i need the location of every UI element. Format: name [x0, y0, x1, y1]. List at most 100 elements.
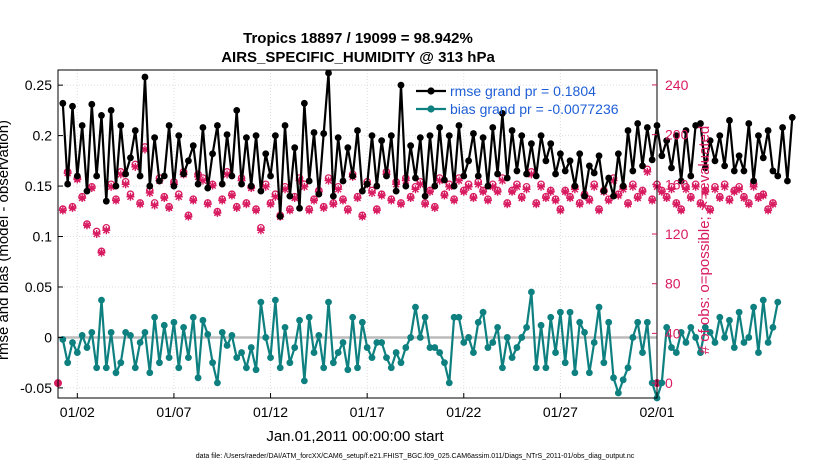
obs-evaluated-stroke: [696, 200, 704, 208]
rmse-point: [610, 192, 617, 200]
obs-evaluated-stroke: [687, 194, 695, 202]
bias-point: [209, 359, 216, 367]
rmse-point: [98, 112, 105, 119]
obs-evaluated-marker: [541, 193, 550, 202]
bias-point: [755, 349, 762, 356]
legend-bias-marker: [427, 105, 435, 113]
obs-evaluated-stroke: [78, 194, 86, 202]
x-tick-label: 01/27: [543, 404, 578, 420]
y-axis-label: rmse and bias (model - observation): [0, 120, 12, 360]
obs-evaluated-marker: [111, 196, 120, 205]
bias-point: [619, 376, 627, 384]
bias-point: [585, 369, 593, 377]
obs-evaluated-marker: [174, 192, 183, 201]
obs-evaluated-stroke: [532, 200, 540, 208]
bias-point: [556, 308, 564, 316]
bias-point: [682, 339, 690, 346]
obs-evaluated-marker: [242, 200, 251, 209]
rmse-point: [470, 130, 477, 137]
bias-point: [368, 354, 376, 362]
obs-evaluated-stroke: [184, 213, 192, 221]
obs-evaluated-marker: [686, 193, 695, 202]
y-tick-label: 0.15: [25, 178, 52, 194]
rmse-point: [407, 142, 415, 150]
bias-point: [199, 316, 207, 324]
bias-point: [373, 339, 381, 346]
bias-point: [455, 313, 463, 321]
obs-evaluated-marker: [469, 193, 478, 202]
legend-rmse-label: rmse grand pr = 0.1804: [450, 83, 596, 99]
rmse-point: [479, 134, 487, 142]
rmse-point: [542, 157, 550, 165]
obs-evaluated-stroke: [585, 196, 593, 204]
rmse-point: [189, 142, 197, 150]
rmse-point: [276, 212, 284, 220]
rmse-point: [180, 170, 187, 178]
rmse-point: [305, 177, 313, 185]
obs-evaluated-stroke: [469, 194, 477, 202]
bias-point: [127, 332, 134, 339]
rmse-point: [252, 132, 260, 140]
obs-evaluated-stroke: [494, 188, 502, 196]
obs-evaluated-marker: [744, 200, 753, 209]
obs-evaluated-stroke: [416, 180, 424, 188]
bias-point: [610, 374, 617, 382]
rmse-point: [146, 182, 154, 190]
rmse-point: [300, 99, 308, 107]
bias-point: [185, 354, 192, 362]
obs-evaluated-marker: [68, 203, 77, 212]
obs-evaluated-stroke: [518, 194, 526, 202]
obs-evaluated-stroke: [711, 185, 719, 193]
obs-evaluated-marker: [595, 206, 604, 215]
bias-point: [102, 364, 110, 372]
obs-evaluated-stroke: [527, 170, 535, 178]
rmse-point: [102, 197, 110, 205]
obs-evaluated-marker: [464, 182, 473, 191]
obs-evaluated-stroke: [189, 196, 197, 204]
obs-evaluated-marker: [706, 206, 715, 215]
bias-point: [358, 318, 366, 326]
bias-point: [571, 369, 579, 377]
obs-evaluated-marker: [764, 206, 773, 215]
obs-evaluated-marker: [213, 208, 222, 217]
obs-evaluated-stroke: [126, 193, 134, 201]
obs-evaluated-marker: [537, 182, 546, 191]
rmse-point: [595, 152, 603, 160]
bias-point: [528, 288, 535, 296]
bias-point: [320, 364, 328, 372]
obs-evaluated-stroke: [122, 180, 130, 188]
x-tick-label: 01/07: [156, 404, 191, 420]
obs-evaluated-marker: [585, 196, 594, 205]
rmse-point: [788, 114, 796, 121]
bias-point: [416, 334, 424, 341]
bias-point: [262, 334, 270, 341]
bias-point: [532, 364, 540, 372]
bias-point: [402, 344, 410, 351]
rmse-point: [513, 167, 521, 175]
rmse-point: [740, 167, 748, 175]
rmse-point: [83, 187, 91, 195]
obs-evaluated-marker: [503, 200, 512, 209]
rmse-point: [93, 172, 101, 180]
bias-point: [344, 366, 352, 374]
bias-point: [663, 323, 671, 331]
obs-evaluated-stroke: [556, 206, 564, 214]
obs-evaluated-marker: [739, 193, 748, 202]
bias-point: [315, 332, 323, 339]
rmse-point: [460, 172, 468, 180]
rmse-point: [445, 132, 453, 140]
rmse-point: [387, 132, 395, 140]
obs-evaluated-stroke: [175, 193, 183, 201]
rmse-point: [687, 172, 695, 180]
footer-data-file: data file: /Users/raeder/DAI/ATM_forcXX/…: [196, 453, 635, 460]
obs-evaluated-stroke: [407, 194, 415, 202]
rmse-point: [363, 180, 371, 188]
obs-evaluated-marker: [474, 180, 483, 189]
rmse-point: [69, 102, 76, 110]
obs-evaluated-stroke: [59, 206, 67, 214]
rmse-point: [296, 204, 303, 212]
rmse-point: [131, 127, 139, 134]
obs-evaluated-stroke: [252, 206, 260, 214]
obs-evaluated-marker: [310, 196, 319, 205]
obs-evaluated-marker: [218, 196, 227, 205]
